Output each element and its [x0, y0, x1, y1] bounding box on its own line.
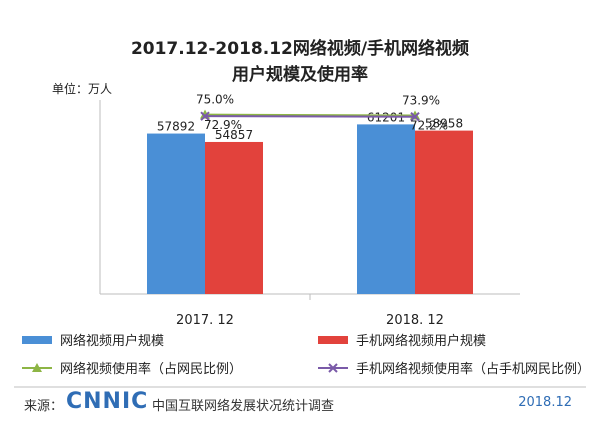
rate-value-label: 75.0% — [196, 93, 234, 107]
bar-value-label: 58958 — [425, 117, 463, 131]
legend-marker — [32, 363, 42, 372]
cnnic-logo: CNNIC — [66, 389, 149, 414]
bar-2-2 — [415, 130, 473, 294]
legend-label: 手机网络视频使用率（占手机网民比例） — [356, 361, 590, 377]
bar-1-2 — [357, 124, 415, 294]
rate-value-label: 72.2% — [410, 119, 448, 133]
source-text: 中国互联网络发展状况统计调查 — [152, 399, 335, 414]
x-marker — [410, 111, 420, 122]
bar-1-1 — [147, 133, 205, 294]
legend-label: 网络视频用户规模 — [60, 333, 164, 349]
legend-label: 网络视频使用率（占网民比例） — [60, 361, 242, 377]
legend-label: 手机网络视频用户规模 — [356, 333, 486, 349]
x-tick-label: 2018. 12 — [386, 313, 444, 328]
rate-line-1 — [204, 113, 416, 117]
legend-marker — [328, 363, 338, 373]
rate-value-label: 72.9% — [204, 118, 242, 132]
x-tick-label: 2017. 12 — [176, 313, 234, 328]
chart-title-line1: 2017.12-2018.12网络视频/手机网络视频 — [130, 39, 470, 59]
x-marker — [200, 111, 210, 121]
bar-value-label: 54857 — [215, 128, 253, 142]
bar-2-1 — [205, 141, 263, 294]
rate-line-2 — [204, 115, 416, 118]
source-date: 2018.12 — [518, 395, 572, 410]
bar-value-label: 57892 — [157, 120, 195, 134]
source-label: 来源： — [24, 399, 64, 414]
chart-title-line2: 用户规模及使用率 — [232, 65, 368, 85]
legend-swatch — [318, 336, 348, 344]
unit-label: 单位：万人 — [52, 82, 113, 96]
rate-value-label: 73.9% — [402, 93, 440, 107]
legend-swatch — [22, 336, 52, 344]
